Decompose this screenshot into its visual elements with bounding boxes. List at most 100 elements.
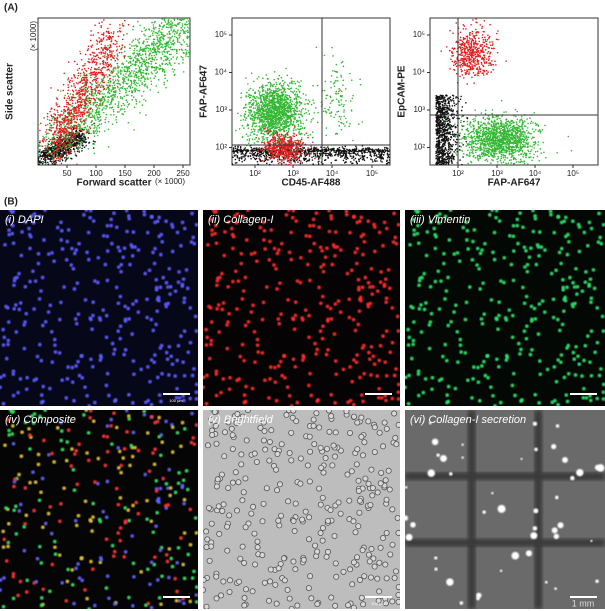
event-dot bbox=[151, 51, 154, 54]
event-dot bbox=[68, 108, 70, 110]
event-dot bbox=[85, 86, 87, 89]
event-dot bbox=[123, 70, 126, 73]
event-dot bbox=[289, 96, 292, 99]
event-dot bbox=[343, 157, 346, 159]
event-dot bbox=[56, 117, 58, 119]
event-dot bbox=[73, 142, 76, 144]
event-dot bbox=[162, 68, 164, 71]
event-dot bbox=[65, 123, 68, 126]
event-dot bbox=[64, 125, 67, 128]
event-dot bbox=[77, 107, 80, 110]
event-dot bbox=[135, 100, 138, 103]
event-dot bbox=[91, 61, 94, 64]
event-dot bbox=[116, 57, 118, 59]
event-dot bbox=[253, 130, 256, 133]
event-dot bbox=[313, 153, 315, 155]
event-dot bbox=[70, 111, 73, 113]
event-dot bbox=[153, 42, 156, 44]
event-dot bbox=[304, 158, 306, 160]
event-dot bbox=[173, 5, 175, 7]
event-dot bbox=[166, 58, 169, 61]
event-dot bbox=[92, 101, 95, 104]
event-dot bbox=[357, 154, 360, 156]
event-dot bbox=[147, 38, 149, 40]
event-dot bbox=[252, 156, 255, 158]
event-dot bbox=[268, 156, 271, 159]
event-dot bbox=[187, 55, 189, 58]
event-dot bbox=[40, 167, 42, 169]
event-dot bbox=[119, 97, 122, 99]
event-dot bbox=[284, 123, 286, 126]
event-dot bbox=[311, 156, 313, 159]
event-dot bbox=[239, 147, 242, 149]
event-dot bbox=[160, 56, 162, 59]
event-dot bbox=[46, 112, 49, 115]
event-dot bbox=[100, 43, 103, 46]
event-dot bbox=[298, 110, 301, 112]
event-dot bbox=[333, 147, 335, 150]
event-dot bbox=[36, 109, 38, 111]
event-dot bbox=[281, 86, 284, 89]
event-dot bbox=[327, 146, 329, 148]
event-dot bbox=[69, 120, 72, 122]
event-dot bbox=[96, 125, 99, 127]
event-dot bbox=[308, 150, 311, 152]
event-dot bbox=[292, 110, 295, 112]
event-dot bbox=[175, 36, 178, 39]
event-dot bbox=[125, 71, 128, 73]
event-dot bbox=[115, 40, 118, 43]
event-dot bbox=[101, 104, 104, 106]
event-dot bbox=[162, 37, 165, 40]
event-dot bbox=[73, 114, 76, 117]
event-dot bbox=[92, 97, 95, 100]
event-dot bbox=[266, 149, 268, 152]
event-dot bbox=[107, 65, 110, 68]
event-dot bbox=[118, 92, 121, 95]
event-dot bbox=[384, 146, 386, 149]
event-dot bbox=[310, 153, 312, 155]
event-dot bbox=[72, 118, 75, 121]
event-dot bbox=[68, 103, 71, 106]
event-dot bbox=[67, 102, 70, 104]
event-dot bbox=[189, 11, 191, 13]
event-dot bbox=[288, 114, 291, 117]
event-dot bbox=[95, 58, 98, 61]
event-dot bbox=[369, 153, 372, 156]
event-dot bbox=[106, 75, 109, 78]
event-dot bbox=[54, 146, 57, 148]
event-dot bbox=[355, 147, 358, 149]
event-dot bbox=[44, 164, 47, 165]
event-dot bbox=[94, 101, 97, 104]
event-dot bbox=[65, 152, 67, 155]
event-dot bbox=[90, 58, 93, 61]
event-dot bbox=[86, 91, 89, 93]
event-dot bbox=[46, 115, 49, 118]
event-dot bbox=[163, 81, 166, 84]
event-dot bbox=[150, 54, 153, 57]
event-dot bbox=[273, 71, 276, 73]
event-dot bbox=[91, 44, 94, 47]
event-dot bbox=[262, 152, 265, 154]
event-dot bbox=[93, 143, 95, 145]
event-dot bbox=[233, 152, 235, 154]
event-dot bbox=[85, 132, 88, 134]
event-dot bbox=[345, 158, 348, 161]
event-dot bbox=[152, 40, 155, 43]
event-dot bbox=[264, 90, 267, 92]
event-dot bbox=[164, 34, 166, 37]
event-dot bbox=[78, 109, 81, 111]
event-dot bbox=[163, 24, 165, 27]
event-dot bbox=[114, 79, 117, 82]
event-dot bbox=[53, 108, 56, 111]
event-dot bbox=[310, 103, 313, 106]
event-dot bbox=[308, 158, 311, 161]
event-dot bbox=[110, 99, 113, 102]
event-dot bbox=[132, 28, 134, 31]
event-dot bbox=[105, 64, 108, 66]
event-dot bbox=[52, 126, 54, 129]
event-dot bbox=[81, 141, 84, 144]
event-dot bbox=[55, 154, 58, 156]
event-dot bbox=[140, 73, 143, 75]
event-dot bbox=[68, 97, 70, 100]
event-dot bbox=[280, 76, 283, 79]
